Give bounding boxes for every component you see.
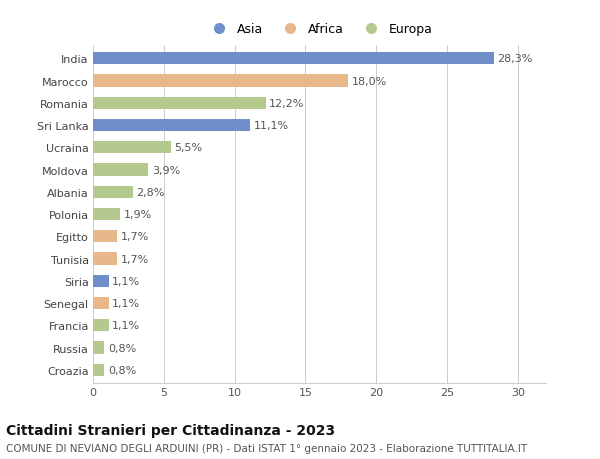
Bar bbox=[93, 253, 117, 265]
Text: 1,1%: 1,1% bbox=[112, 276, 140, 286]
Text: 12,2%: 12,2% bbox=[269, 99, 305, 109]
Text: 0,8%: 0,8% bbox=[108, 365, 136, 375]
Bar bbox=[93, 297, 109, 309]
Text: 11,1%: 11,1% bbox=[254, 121, 289, 131]
Bar bbox=[93, 341, 104, 354]
Bar bbox=[93, 319, 109, 332]
Bar bbox=[93, 120, 250, 132]
Text: 3,9%: 3,9% bbox=[152, 165, 180, 175]
Text: 18,0%: 18,0% bbox=[352, 76, 386, 86]
Text: 0,8%: 0,8% bbox=[108, 343, 136, 353]
Bar bbox=[93, 231, 117, 243]
Text: 1,1%: 1,1% bbox=[112, 320, 140, 330]
Bar bbox=[93, 275, 109, 287]
Text: Cittadini Stranieri per Cittadinanza - 2023: Cittadini Stranieri per Cittadinanza - 2… bbox=[6, 423, 335, 437]
Text: COMUNE DI NEVIANO DEGLI ARDUINI (PR) - Dati ISTAT 1° gennaio 2023 - Elaborazione: COMUNE DI NEVIANO DEGLI ARDUINI (PR) - D… bbox=[6, 443, 527, 453]
Text: 1,7%: 1,7% bbox=[121, 254, 149, 264]
Bar bbox=[93, 53, 494, 65]
Bar bbox=[93, 97, 266, 110]
Bar bbox=[93, 142, 171, 154]
Legend: Asia, Africa, Europa: Asia, Africa, Europa bbox=[202, 18, 437, 41]
Text: 1,7%: 1,7% bbox=[121, 232, 149, 242]
Bar bbox=[93, 75, 348, 88]
Text: 2,8%: 2,8% bbox=[136, 187, 164, 197]
Bar bbox=[93, 164, 148, 176]
Text: 5,5%: 5,5% bbox=[175, 143, 203, 153]
Bar bbox=[93, 364, 104, 376]
Text: 1,9%: 1,9% bbox=[124, 210, 152, 219]
Bar bbox=[93, 186, 133, 198]
Bar bbox=[93, 208, 120, 221]
Text: 1,1%: 1,1% bbox=[112, 298, 140, 308]
Text: 28,3%: 28,3% bbox=[497, 54, 533, 64]
